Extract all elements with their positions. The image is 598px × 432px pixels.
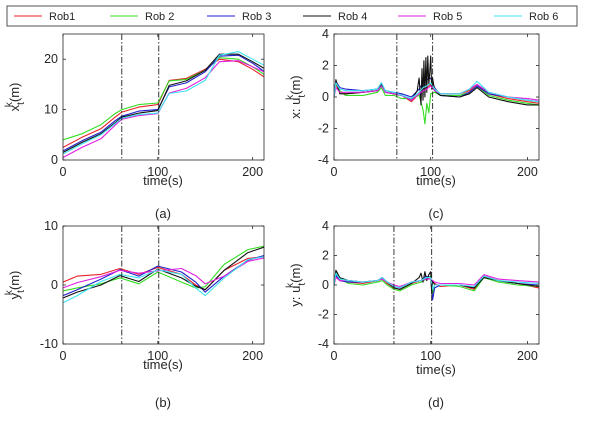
y-axis-title-sub: t bbox=[16, 290, 27, 293]
x-tick-label: 200 bbox=[242, 165, 263, 179]
y-tick-label: -4 bbox=[318, 153, 329, 167]
y-tick-label: 10 bbox=[44, 103, 58, 117]
panel-c: 0 100 200 -4 -2 0 2 4 time(s) (c) x: utk(m) bbox=[285, 27, 540, 221]
y-tick-label: 4 bbox=[322, 219, 329, 233]
x-tick-label: 0 bbox=[60, 165, 67, 179]
series-group bbox=[63, 51, 264, 158]
y-tick-label: -10 bbox=[40, 337, 58, 351]
y-axis-title: ytk(m) bbox=[4, 271, 27, 300]
panel-label: (b) bbox=[155, 395, 171, 410]
y-axis-title-sub: t bbox=[16, 102, 27, 105]
legend-label: Rob 2 bbox=[145, 11, 174, 23]
y-tick-label: 4 bbox=[322, 27, 329, 41]
panel-label: (a) bbox=[155, 206, 171, 221]
x-tick-label: 0 bbox=[60, 349, 67, 363]
x-axis-title: time(s) bbox=[416, 362, 456, 377]
svg-text:x: utk(m): x: utk(m) bbox=[285, 75, 308, 118]
svg-text:y: utk(m): y: utk(m) bbox=[285, 263, 308, 306]
series-line-rob2 bbox=[334, 271, 539, 295]
y-axis-title-unit: (m) bbox=[288, 263, 303, 283]
series-group bbox=[334, 269, 539, 301]
legend-label: Rob 3 bbox=[242, 11, 271, 23]
series-line-rob4 bbox=[63, 246, 264, 299]
x-tick-label: 0 bbox=[331, 349, 338, 363]
panel-a: 0 100 200 0 10 20 time(s) (a) xtk(m) bbox=[4, 33, 265, 221]
y-axis-title-sup: k bbox=[4, 101, 15, 107]
x-axis-title: time(s) bbox=[143, 357, 183, 372]
svg-text:ytk(m): ytk(m) bbox=[4, 271, 27, 300]
y-axis-title-unit: (m) bbox=[288, 75, 303, 95]
y-axis-title-main: y bbox=[7, 292, 22, 299]
y-axis-title-sup: k bbox=[4, 289, 15, 295]
y-axis-title-sup: k bbox=[285, 94, 296, 100]
y-tick-label: -2 bbox=[318, 308, 329, 322]
x-tick-label: 100 bbox=[420, 165, 441, 179]
svg-text:xtk(m): xtk(m) bbox=[4, 83, 27, 112]
x-axis-title: time(s) bbox=[416, 173, 456, 188]
y-axis-title-unit: (m) bbox=[7, 271, 22, 291]
y-tick-label: 0 bbox=[322, 278, 329, 292]
series-line-rob6 bbox=[334, 272, 539, 290]
y-axis-title-sup: k bbox=[285, 282, 296, 288]
series-line-rob1 bbox=[63, 256, 264, 291]
series-line-rob6 bbox=[63, 256, 264, 304]
series-line-rob5 bbox=[63, 257, 264, 289]
y-tick-label: 0 bbox=[51, 278, 58, 292]
y-tick-label: 20 bbox=[44, 52, 58, 66]
panel-d: 0 100 200 -4 -2 0 2 4 time(s) (d) y: utk(m) bbox=[285, 219, 540, 410]
series-line-rob5 bbox=[334, 83, 539, 101]
y-tick-label: 2 bbox=[322, 249, 329, 263]
y-tick-label: 0 bbox=[322, 90, 329, 104]
y-axis-title-main: x bbox=[7, 104, 22, 111]
axes-box bbox=[62, 33, 265, 161]
y-tick-label: 10 bbox=[44, 219, 58, 233]
legend-label: Rob 4 bbox=[338, 11, 367, 23]
series-line-rob6 bbox=[334, 80, 539, 103]
x-tick-label: 100 bbox=[147, 165, 168, 179]
x-tick-label: 200 bbox=[517, 165, 538, 179]
legend-label: Rob 6 bbox=[529, 11, 558, 23]
y-axis-title-sub: t bbox=[297, 95, 308, 98]
legend: Rob1 Rob 2 Rob 3 Rob 4 Rob 5 Rob 6 bbox=[6, 5, 578, 27]
x-tick-label: 100 bbox=[420, 349, 441, 363]
series-line-rob4 bbox=[334, 55, 539, 106]
y-tick-label: 0 bbox=[51, 153, 58, 167]
y-axis-title: xtk(m) bbox=[4, 83, 27, 112]
y-axis-title-sub: t bbox=[297, 283, 308, 286]
legend-label: Rob1 bbox=[49, 11, 75, 23]
series-line-rob2 bbox=[63, 57, 264, 141]
y-tick-label: 2 bbox=[322, 59, 329, 73]
series-line-rob6 bbox=[63, 51, 264, 155]
series-group bbox=[334, 55, 539, 125]
y-axis-title: y: utk(m) bbox=[285, 263, 308, 306]
legend-label: Rob 5 bbox=[433, 11, 462, 23]
x-tick-label: 0 bbox=[331, 165, 338, 179]
x-tick-label: 100 bbox=[147, 349, 168, 363]
panel-label: (c) bbox=[428, 206, 443, 221]
series-line-rob4 bbox=[63, 53, 264, 153]
y-tick-label: -4 bbox=[318, 337, 329, 351]
y-axis-title: x: utk(m) bbox=[285, 75, 308, 118]
legend-box bbox=[6, 5, 578, 27]
y-axis-title-main: y: u bbox=[288, 286, 303, 307]
series-group bbox=[63, 245, 264, 304]
x-tick-label: 200 bbox=[242, 349, 263, 363]
panel-label: (d) bbox=[428, 395, 444, 410]
y-tick-label: -2 bbox=[318, 122, 329, 136]
y-axis-title-unit: (m) bbox=[7, 83, 22, 103]
x-tick-label: 200 bbox=[517, 349, 538, 363]
y-axis-title-main: x: u bbox=[288, 98, 303, 119]
x-axis-title: time(s) bbox=[143, 173, 183, 188]
